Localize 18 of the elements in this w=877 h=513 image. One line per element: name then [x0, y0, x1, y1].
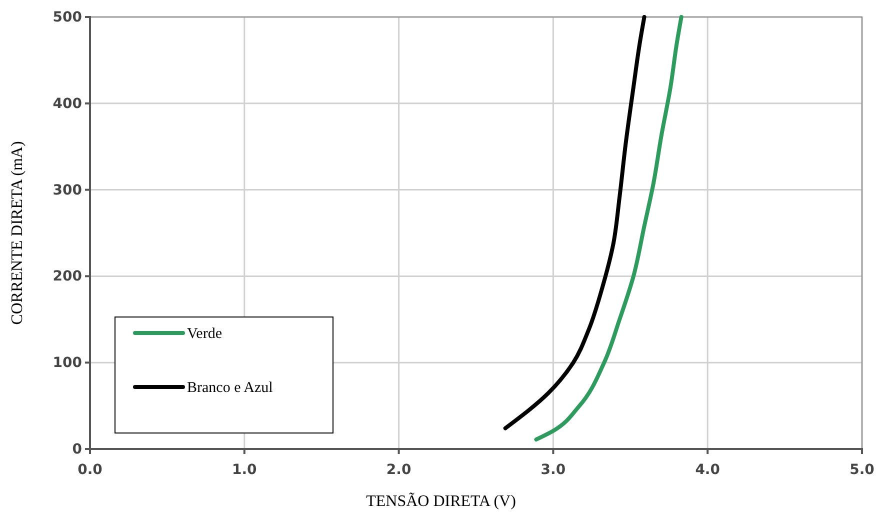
x-axis-title: TENSÃO DIRETA (V): [366, 492, 516, 510]
x-tick-label: 3.0: [540, 462, 566, 478]
x-tick-label: 2.0: [386, 462, 412, 478]
legend-label: Branco e Azul: [187, 380, 273, 396]
y-axis-title: CORRENTE DIRETA (mA): [9, 141, 26, 325]
x-tick-label: 0.0: [78, 462, 103, 478]
y-tick-label: 400: [52, 96, 82, 112]
line-series: [534, 15, 684, 442]
y-tick-label: 200: [52, 268, 82, 285]
y-tick-label: 300: [52, 182, 82, 198]
y-tick-label: 500: [52, 9, 82, 26]
x-tick-label: 4.0: [695, 462, 720, 478]
x-tick-label: 1.0: [232, 462, 258, 478]
x-tick-label: 5.0: [850, 462, 875, 478]
line-series: [503, 15, 646, 430]
y-tick-label: 100: [52, 355, 82, 372]
legend-label: Verde: [187, 326, 222, 342]
y-tick-label: 0: [72, 441, 82, 458]
